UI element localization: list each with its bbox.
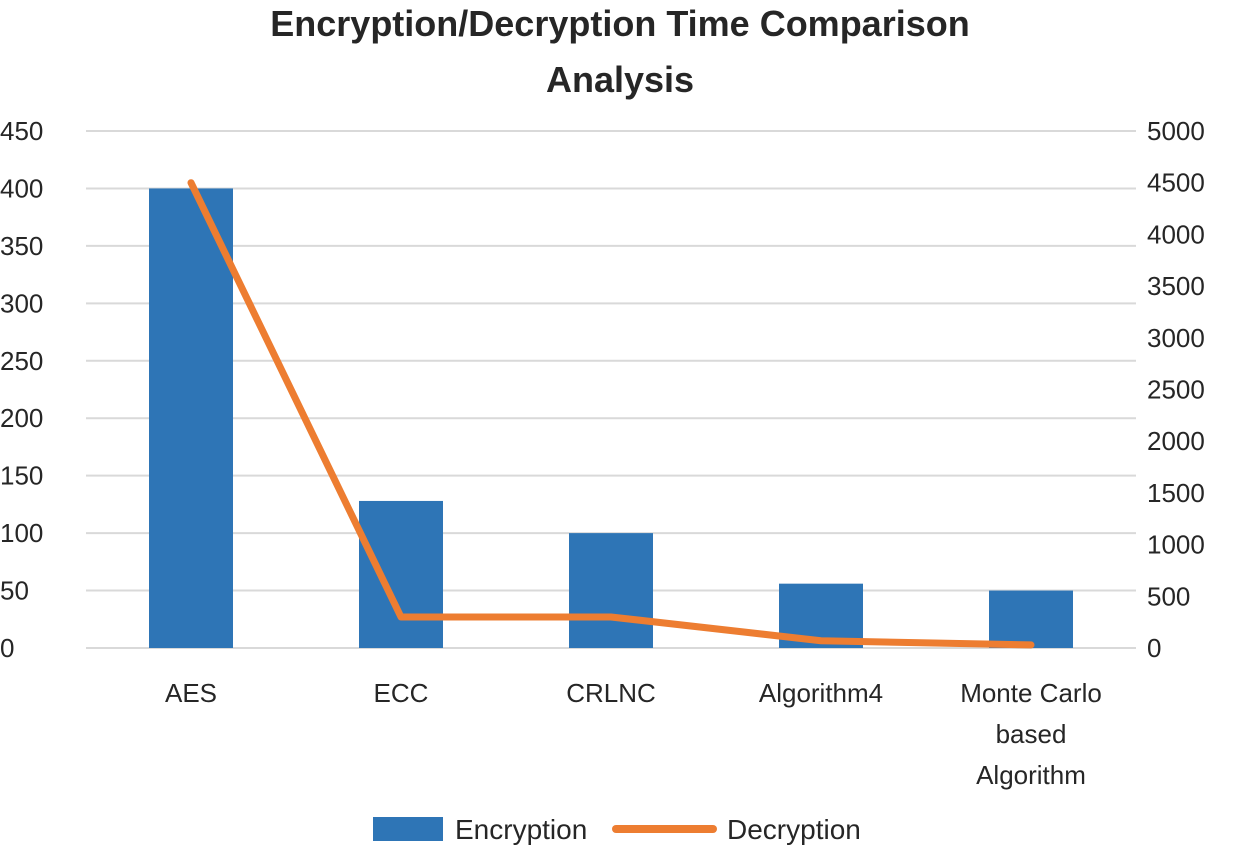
legend-encryption-label: Encryption xyxy=(455,814,587,845)
x-axis-labels: AES ECC CRLNC Algorithm4 Monte Carlo based Alg… xyxy=(165,678,1102,790)
legend: Encryption Decryption xyxy=(373,814,861,845)
chart-title-line-2: Analysis xyxy=(546,59,694,100)
right-axis-tick-label: 2500 xyxy=(1147,375,1205,405)
left-axis-tick-label: 250 xyxy=(0,346,43,376)
left-axis-tick-label: 100 xyxy=(0,518,43,548)
chart-title-line-1: Encryption/Decryption Time Comparison xyxy=(270,3,969,44)
left-axis-tick-label: 0 xyxy=(0,633,14,663)
right-axis-tick-label: 5000 xyxy=(1147,116,1205,146)
x-axis-tick-label: Monte Carlo xyxy=(960,678,1102,708)
right-axis-tick-label: 500 xyxy=(1147,581,1190,611)
gridlines xyxy=(86,130,1136,649)
left-axis-tick-label: 150 xyxy=(0,461,43,491)
right-axis-tick-label: 1000 xyxy=(1147,530,1205,560)
left-axis-tick-label: 300 xyxy=(0,288,43,318)
left-y-axis: 0 50 100 150 200 250 300 350 400 450 xyxy=(0,116,43,663)
left-axis-tick-label: 200 xyxy=(0,403,43,433)
encryption-bars xyxy=(149,188,1073,648)
decryption-line xyxy=(187,179,1035,649)
legend-decryption-label: Decryption xyxy=(727,814,861,845)
right-y-axis: 0 500 1000 1500 2000 2500 3000 3500 4000 4500 5000 xyxy=(1147,116,1205,663)
right-axis-tick-label: 3000 xyxy=(1147,323,1205,353)
decryption-line-group xyxy=(187,179,1035,649)
x-axis-tick-label: Algorithm xyxy=(976,760,1086,790)
left-axis-tick-label: 400 xyxy=(0,173,43,203)
encryption-bar xyxy=(989,590,1073,648)
x-axis-tick-label: AES xyxy=(165,678,217,708)
x-axis-tick-label: Algorithm4 xyxy=(759,678,883,708)
encryption-bar xyxy=(149,188,233,648)
x-axis-tick-label: based xyxy=(996,719,1067,749)
x-axis-tick-label: CRLNC xyxy=(566,678,656,708)
encryption-bar xyxy=(569,533,653,648)
right-axis-tick-label: 4000 xyxy=(1147,219,1205,249)
right-axis-tick-label: 4500 xyxy=(1147,168,1205,198)
right-axis-tick-label: 3500 xyxy=(1147,271,1205,301)
right-axis-tick-label: 2000 xyxy=(1147,426,1205,456)
right-axis-tick-label: 0 xyxy=(1147,633,1161,663)
legend-encryption-swatch xyxy=(373,817,443,841)
right-axis-tick-label: 1500 xyxy=(1147,478,1205,508)
left-axis-tick-label: 50 xyxy=(0,576,29,606)
encryption-bar xyxy=(359,500,443,648)
x-axis-tick-label: ECC xyxy=(374,678,429,708)
left-axis-tick-label: 350 xyxy=(0,231,43,261)
left-axis-tick-label: 450 xyxy=(0,116,43,146)
